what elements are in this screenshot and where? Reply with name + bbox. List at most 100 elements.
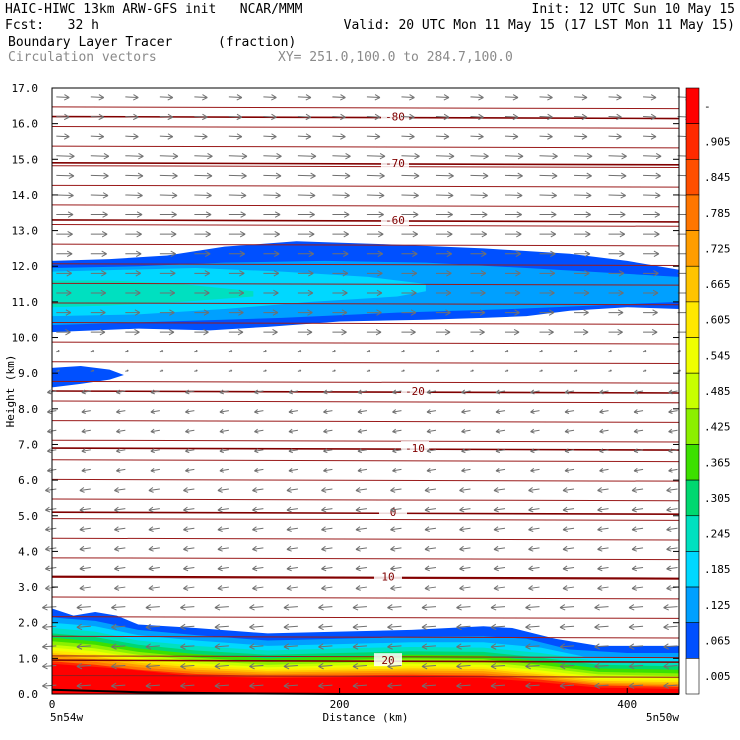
isotherm-labeled-line <box>51 115 680 120</box>
vector-arrow <box>332 230 349 238</box>
vector-arrow <box>608 94 622 101</box>
vector-arrow <box>597 585 609 591</box>
vector-arrow <box>332 309 348 316</box>
vector-arrow <box>111 623 126 631</box>
vector-arrow <box>116 448 126 454</box>
vector-arrow <box>263 211 281 218</box>
vector-arrow <box>42 643 57 650</box>
vector-arrow <box>125 369 129 372</box>
colorbar-swatch <box>685 87 700 124</box>
vector-arrow <box>352 643 367 650</box>
vector-arrow <box>56 172 75 179</box>
vector-arrow <box>559 662 575 670</box>
isotherm-line <box>51 263 680 267</box>
vector-arrow <box>263 192 281 199</box>
isotherm-line <box>51 165 680 168</box>
vector-arrow <box>249 643 264 650</box>
vector-arrow <box>114 545 126 552</box>
vector-arrow <box>459 565 471 572</box>
isotherm-label-bg <box>381 155 409 169</box>
vector-arrow <box>493 545 506 552</box>
vector-arrow <box>252 487 264 493</box>
colorbar-swatch <box>685 337 700 374</box>
vector-arrow <box>352 604 367 611</box>
vector-arrow <box>125 133 139 140</box>
vector-arrow <box>159 230 177 238</box>
vector-arrow <box>81 409 91 414</box>
y-tick-label: 17.0 <box>12 82 39 95</box>
vector-arrow <box>249 682 264 689</box>
vector-arrow <box>297 250 315 257</box>
vector-arrow <box>228 94 243 101</box>
vector-arrow <box>56 94 70 101</box>
vector-arrow <box>318 623 333 631</box>
vector-arrow <box>643 192 661 199</box>
vector-arrow <box>297 309 313 316</box>
vector-arrow <box>525 623 540 631</box>
vector-arrow <box>608 328 623 336</box>
vector-arrow <box>401 113 415 121</box>
vector-arrow <box>668 467 678 473</box>
vector-arrow <box>528 526 540 533</box>
vector-arrow <box>435 192 454 199</box>
vector-arrow <box>456 662 471 670</box>
y-tick-label: 4.0 <box>18 545 38 558</box>
vector-arrow <box>125 152 144 160</box>
header-line1-left: HAIC-HIWC 13km ARW-GFS init NCAR/MMM <box>5 2 303 17</box>
vector-arrow <box>288 409 298 414</box>
vector-arrow <box>357 389 368 395</box>
vector-arrow <box>528 545 540 552</box>
vector-arrow <box>594 604 609 611</box>
vector-arrow <box>145 682 160 689</box>
isotherm-line <box>51 557 680 561</box>
vector-arrow <box>631 565 644 572</box>
y-tick-label: 14.0 <box>12 189 39 202</box>
vector-arrow <box>387 643 402 650</box>
colorbar-swatch <box>685 479 700 517</box>
vector-arrow <box>528 565 540 572</box>
vector-arrow <box>459 526 471 533</box>
vector-arrow <box>493 565 506 572</box>
vector-arrow <box>530 467 540 473</box>
vector-arrow <box>666 565 678 572</box>
vector-arrow <box>332 270 349 277</box>
vector-arrow <box>332 211 350 218</box>
vector-arrow <box>323 467 333 473</box>
vector-arrow <box>366 152 386 160</box>
vector-arrow <box>228 152 248 160</box>
vector-arrow <box>194 250 211 257</box>
vector-arrow <box>76 682 91 689</box>
vector-arrow <box>456 643 471 650</box>
vector-arrow <box>633 409 644 414</box>
vector-arrow <box>263 289 279 297</box>
isotherm-line <box>51 674 680 678</box>
isotherm-line <box>51 106 680 110</box>
vector-arrow <box>562 545 575 552</box>
vector-arrow <box>252 506 264 513</box>
vector-arrow <box>194 369 198 372</box>
vector-arrow <box>321 526 333 533</box>
colorbar-label: .845 <box>704 171 731 184</box>
vector-arrow <box>159 211 177 218</box>
vector-arrow <box>263 133 277 140</box>
vector-arrow <box>539 250 556 257</box>
vector-arrow <box>559 643 575 650</box>
vector-arrow <box>539 211 557 218</box>
vector-arrow <box>217 545 229 552</box>
vector-arrow <box>594 623 609 631</box>
vector-arrow <box>194 270 211 277</box>
vector-arrow <box>573 133 588 140</box>
vector-arrow <box>424 545 437 552</box>
vector-arrow <box>504 250 522 257</box>
vector-arrow <box>562 585 575 591</box>
vector-arrow <box>668 389 678 395</box>
vector-arrow <box>228 172 247 179</box>
axes: 0.0 1.0 2.0 3.0 4.0 5.0 6.0 7.0 8.0 9.0 10.0 11.0 12… <box>4 82 680 724</box>
isotherm-label-bg <box>401 441 429 455</box>
vector-arrow <box>574 172 592 179</box>
vector-arrow <box>574 289 590 297</box>
vector-arrow <box>459 585 471 591</box>
vector-arrow <box>56 113 70 121</box>
vector-arrow <box>435 133 450 140</box>
vector-arrow <box>194 230 211 238</box>
